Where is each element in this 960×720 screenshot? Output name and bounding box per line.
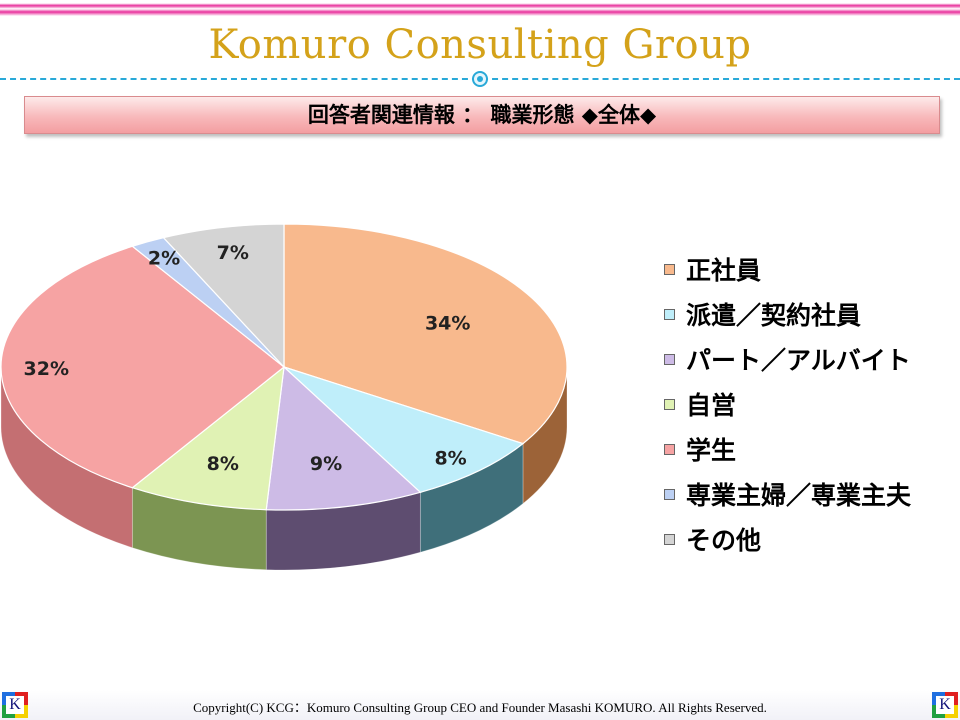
legend-swatch-2 — [664, 309, 675, 320]
legend-swatch-7 — [664, 534, 675, 545]
pie-label-7: 7% — [217, 242, 249, 264]
k-logo-right-icon: K — [932, 692, 958, 718]
legend-label-1: 正社員 — [686, 256, 762, 285]
pie-tops — [0, 223, 568, 511]
legend-swatch-5 — [664, 444, 675, 455]
legend-label-5: 学生 — [686, 436, 737, 465]
pie-label-5: 32% — [24, 358, 69, 380]
divider-ornament-icon — [472, 71, 488, 87]
legend-swatch-3 — [664, 354, 675, 365]
pie-slice-3 — [265, 365, 422, 511]
pie-label-1: 34% — [425, 313, 470, 335]
legend-swatch-1 — [664, 264, 675, 275]
copyright-text: Copyright(C) KCG：Komuro Consulting Group… — [193, 700, 767, 715]
pie-slice-2 — [283, 366, 525, 493]
legend-swatch-6 — [664, 489, 675, 500]
pie-slice-5 — [0, 245, 285, 489]
pie-label-6: 2% — [148, 248, 180, 270]
legend-label-3: パート／アルバイト — [686, 346, 911, 375]
pie-label-3: 9% — [310, 453, 342, 475]
legend-label-4: 自営 — [686, 391, 737, 420]
brand-title: Komuro Consulting Group — [208, 22, 752, 68]
k-logo-left-icon: K — [2, 692, 28, 718]
legend-swatch-4 — [664, 399, 675, 410]
legend-label-6: 専業主婦／専業主夫 — [686, 481, 912, 510]
legend-label-7: その他 — [686, 526, 762, 555]
top-decorative-band — [0, 0, 960, 16]
pie-slice-4 — [131, 365, 285, 511]
pie-slice-7 — [162, 223, 285, 369]
footer-band — [0, 690, 960, 720]
pie-label-2: 8% — [434, 448, 466, 470]
pie-labels: 34% 8% 9% 8% 32% 2% 7% — [24, 242, 471, 475]
pie-chart: 34% 8% 9% 8% 32% 2% 7% — [0, 223, 568, 571]
pie-slice-1 — [283, 223, 568, 445]
legend-label-2: 派遣／契約社員 — [686, 301, 862, 330]
slide-title: 回答者関連情報 ： 職業形態 ◆全体◆ — [24, 96, 940, 134]
pie-label-4: 8% — [207, 453, 239, 475]
pie-sides — [0, 366, 568, 571]
